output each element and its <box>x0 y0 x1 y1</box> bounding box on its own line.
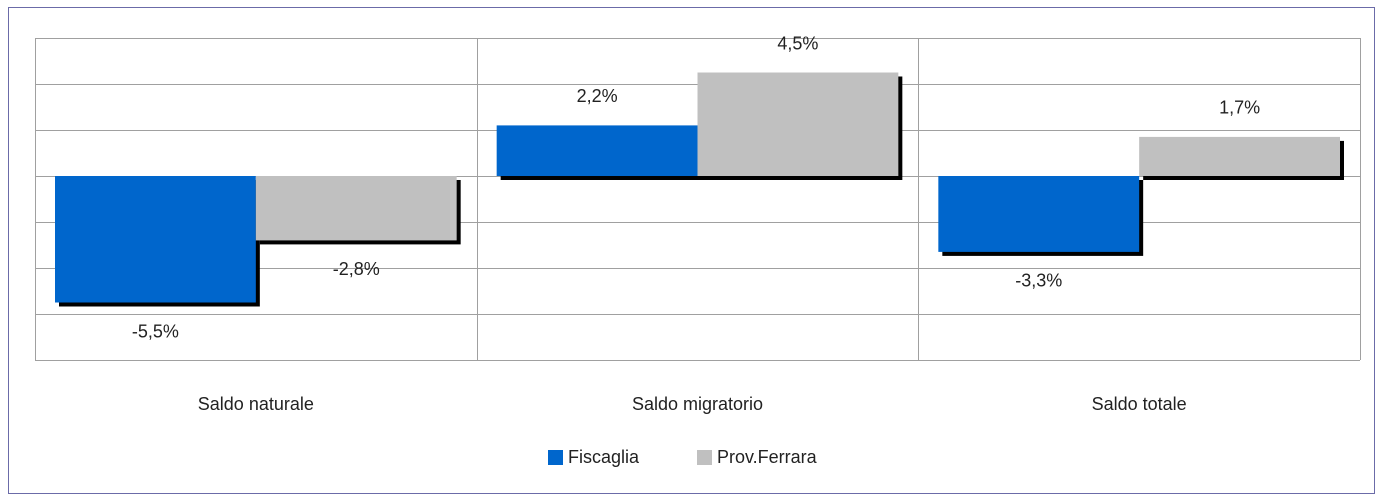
legend-label: Fiscaglia <box>568 447 640 467</box>
data-label: -3,3% <box>1015 271 1062 291</box>
data-label: 2,2% <box>577 86 618 106</box>
bar <box>55 176 256 303</box>
x-tick-label: Saldo migratorio <box>632 394 763 414</box>
x-tick-label: Saldo naturale <box>198 394 314 414</box>
bar <box>496 125 698 176</box>
data-label: -2,8% <box>333 259 380 279</box>
legend-swatch <box>548 450 563 465</box>
bar <box>1139 136 1340 176</box>
bar <box>938 176 1140 252</box>
data-label: 1,7% <box>1219 98 1260 118</box>
legend-label: Prov.Ferrara <box>717 447 818 467</box>
bar <box>255 176 457 241</box>
legend-swatch <box>697 450 712 465</box>
x-tick-label: Saldo totale <box>1092 394 1187 414</box>
data-label: 4,5% <box>777 33 818 53</box>
data-label: -5,5% <box>132 321 179 341</box>
bar <box>697 72 899 176</box>
